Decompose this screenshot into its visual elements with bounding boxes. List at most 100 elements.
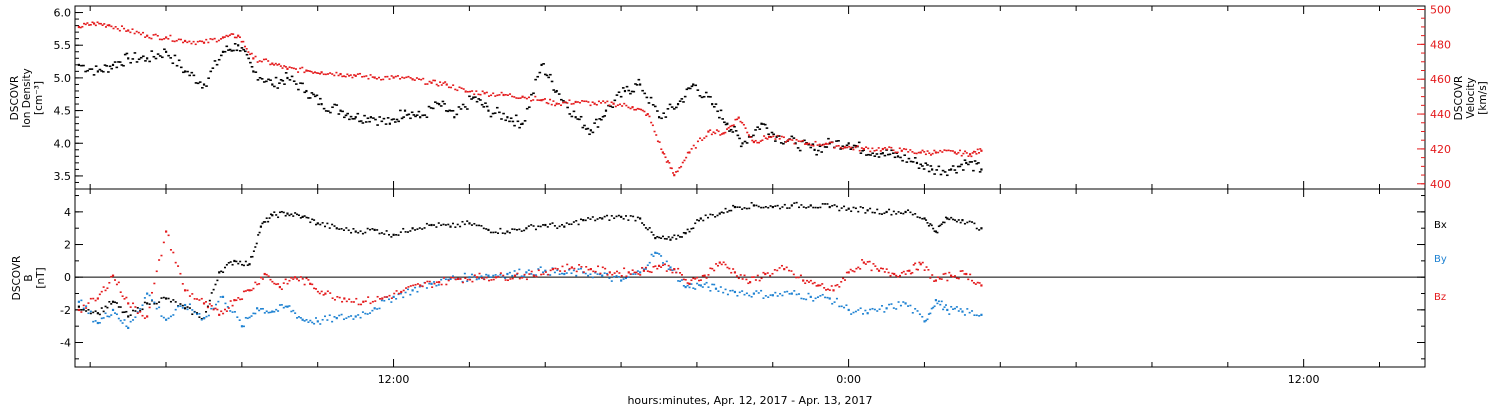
density-point bbox=[262, 81, 266, 83]
bz-point bbox=[218, 313, 221, 316]
bx-point bbox=[686, 228, 689, 231]
bz-point bbox=[544, 271, 547, 273]
velocity-point bbox=[670, 167, 673, 170]
density-point bbox=[609, 105, 612, 108]
density-point bbox=[354, 116, 357, 119]
bx-point bbox=[406, 231, 409, 233]
density-point bbox=[625, 85, 629, 88]
bz-point bbox=[948, 271, 951, 274]
velocity-point bbox=[447, 86, 450, 89]
density-point bbox=[403, 109, 407, 112]
velocity-point bbox=[517, 97, 520, 100]
density-point bbox=[152, 55, 156, 58]
bz-point bbox=[139, 311, 142, 313]
density-point bbox=[506, 116, 509, 119]
velocity-point bbox=[108, 24, 111, 27]
velocity-point bbox=[564, 101, 567, 103]
velocity-point bbox=[101, 24, 104, 27]
velocity-point bbox=[797, 140, 800, 142]
density-tick-label: 4.0 bbox=[54, 137, 72, 150]
bx-point bbox=[482, 227, 485, 230]
bz-point bbox=[369, 302, 372, 305]
bx-point bbox=[730, 209, 733, 212]
density-point bbox=[941, 169, 945, 172]
velocity-point bbox=[871, 147, 874, 150]
by-point bbox=[795, 293, 798, 296]
bz-point bbox=[563, 270, 566, 272]
by-point bbox=[121, 322, 124, 324]
density-point bbox=[975, 162, 979, 165]
by-point bbox=[764, 295, 767, 297]
bz-point bbox=[313, 287, 316, 290]
bx-point bbox=[885, 210, 888, 214]
bx-point bbox=[916, 216, 919, 218]
bx-point bbox=[235, 260, 238, 263]
bz-point bbox=[125, 296, 128, 299]
density-point bbox=[596, 126, 600, 128]
bz-point bbox=[235, 299, 238, 302]
bx-point bbox=[654, 236, 657, 240]
density-point bbox=[604, 109, 608, 112]
bx-point bbox=[303, 215, 306, 217]
velocity-point bbox=[869, 150, 872, 153]
bx-point bbox=[196, 312, 199, 314]
by-point bbox=[485, 273, 488, 276]
velocity-point bbox=[225, 34, 228, 37]
bz-point bbox=[900, 271, 903, 274]
bx-point bbox=[511, 228, 514, 230]
by-point bbox=[418, 285, 421, 288]
velocity-point bbox=[747, 134, 750, 136]
bx-point bbox=[165, 297, 168, 300]
bx-point bbox=[132, 309, 135, 312]
velocity-point bbox=[356, 73, 359, 75]
bz-point bbox=[737, 277, 740, 280]
velocity-point bbox=[158, 38, 161, 41]
by-point bbox=[669, 266, 672, 269]
bz-point bbox=[778, 267, 781, 269]
velocity-point bbox=[475, 90, 478, 92]
density-point bbox=[303, 91, 307, 94]
by-point bbox=[805, 298, 808, 301]
bz-point bbox=[492, 278, 495, 281]
velocity-point bbox=[544, 98, 547, 100]
density-point bbox=[678, 100, 682, 102]
by-point bbox=[828, 297, 831, 300]
velocity-point bbox=[483, 92, 486, 95]
density-point bbox=[207, 77, 210, 79]
density-point bbox=[508, 120, 511, 123]
velocity-point bbox=[746, 131, 749, 134]
bx-point bbox=[366, 227, 369, 230]
by-point bbox=[963, 314, 966, 316]
velocity-point bbox=[884, 147, 887, 149]
density-point bbox=[865, 154, 868, 156]
density-point bbox=[402, 116, 406, 118]
bz-point bbox=[278, 285, 281, 289]
density-point bbox=[242, 48, 245, 51]
bz-point bbox=[844, 279, 847, 281]
velocity-point bbox=[692, 144, 695, 147]
by-point bbox=[699, 284, 702, 287]
density-point bbox=[939, 173, 943, 176]
bz-point bbox=[206, 306, 209, 309]
bx-point bbox=[871, 211, 874, 214]
velocity-point bbox=[572, 102, 575, 105]
bx-point bbox=[141, 308, 144, 311]
density-point bbox=[886, 153, 890, 156]
by-point bbox=[527, 269, 530, 272]
density-point bbox=[217, 58, 221, 61]
density-point bbox=[117, 61, 120, 63]
bz-point bbox=[582, 271, 585, 273]
density-point bbox=[694, 84, 698, 87]
bz-point bbox=[594, 270, 597, 273]
bx-point bbox=[859, 206, 862, 208]
by-point bbox=[303, 320, 306, 322]
by-point bbox=[575, 274, 578, 277]
by-point bbox=[788, 293, 791, 295]
velocity-point bbox=[223, 36, 226, 38]
bx-point bbox=[978, 229, 981, 231]
by-point bbox=[518, 268, 521, 271]
velocity-point bbox=[171, 40, 174, 42]
bx-point bbox=[658, 236, 661, 239]
density-point bbox=[668, 103, 672, 106]
